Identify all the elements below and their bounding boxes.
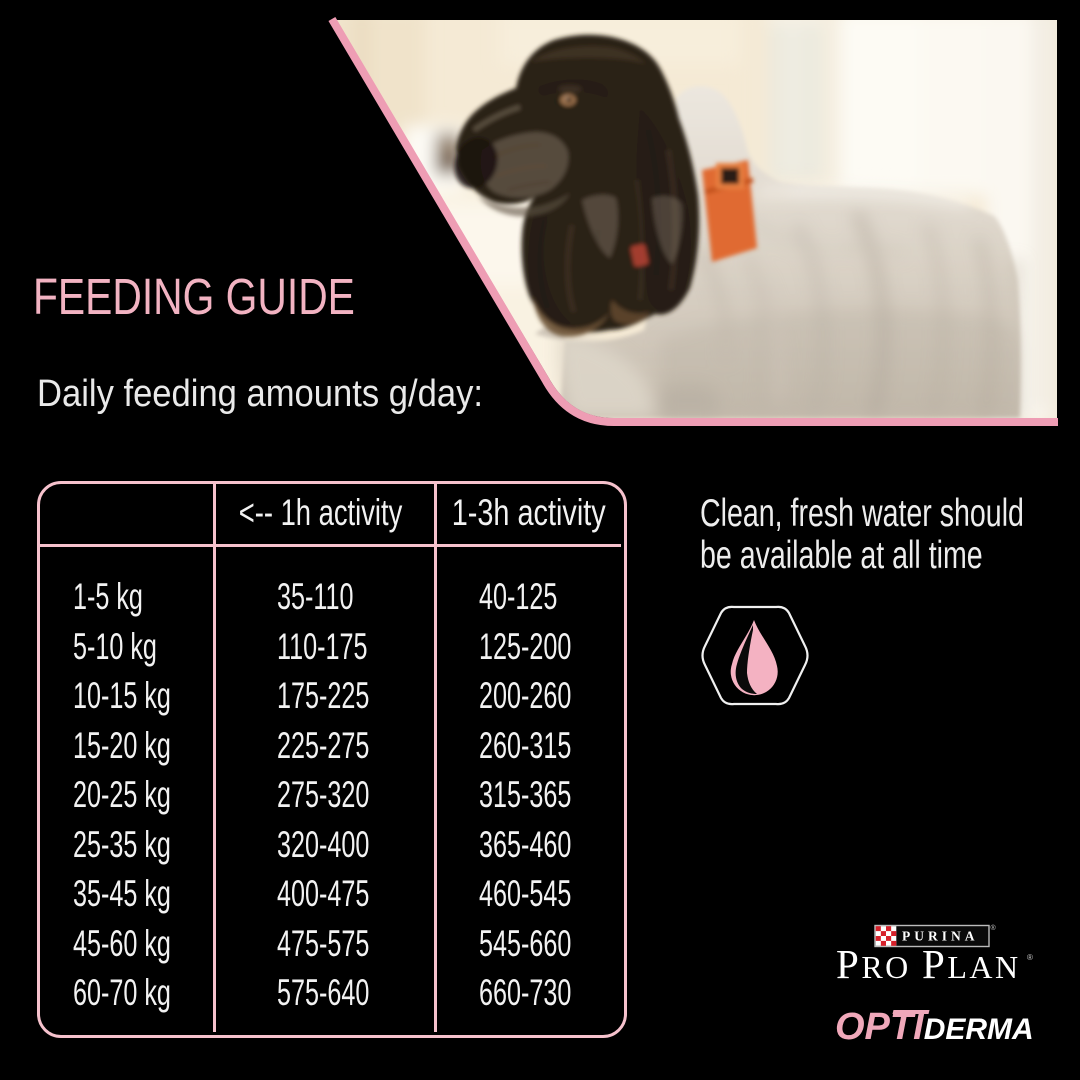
svg-text:®: ® [1027,953,1033,962]
svg-text:PLAN: PLAN [922,941,1021,984]
svg-text:PURINA: PURINA [902,929,979,944]
svg-text:PRO: PRO [836,941,911,984]
svg-text:®: ® [991,924,997,932]
